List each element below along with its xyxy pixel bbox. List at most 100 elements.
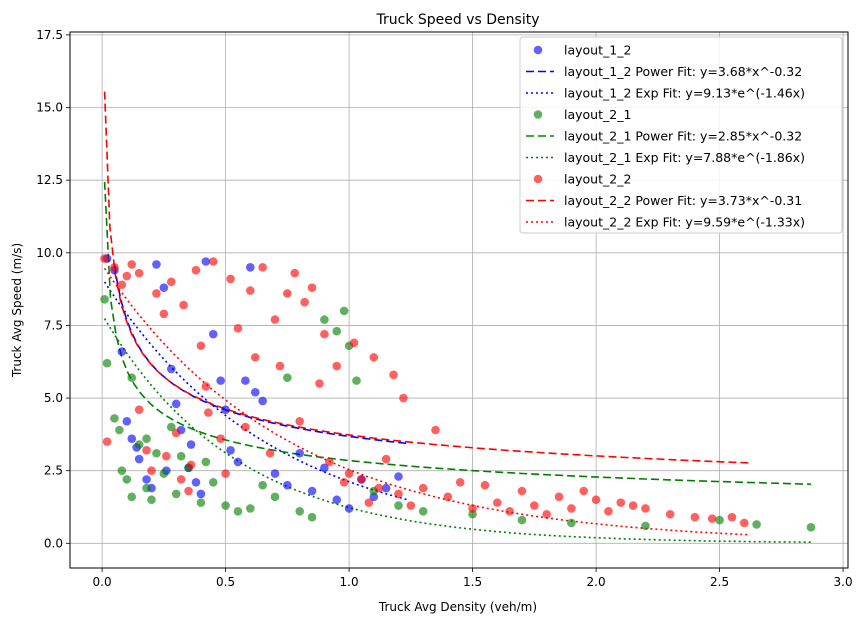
data-point — [122, 416, 132, 426]
data-point — [258, 396, 267, 406]
data-point — [208, 329, 218, 339]
data-point — [258, 480, 267, 490]
data-point — [517, 486, 527, 496]
data-point — [233, 507, 243, 516]
data-point — [332, 495, 342, 505]
data-point — [295, 416, 304, 426]
data-point — [110, 414, 119, 423]
data-point — [394, 472, 403, 481]
data-point — [295, 448, 304, 458]
data-point — [258, 263, 267, 272]
data-point — [344, 504, 354, 513]
data-point — [283, 373, 292, 383]
data-point — [665, 509, 675, 519]
data-point — [431, 425, 440, 435]
data-point — [492, 498, 502, 507]
data-point — [226, 274, 235, 284]
data-point — [134, 440, 144, 449]
data-point — [332, 361, 342, 371]
data-point — [102, 358, 112, 368]
data-point — [134, 268, 144, 278]
data-point — [241, 376, 250, 385]
data-point — [117, 347, 127, 356]
data-point — [221, 405, 230, 414]
data-point — [295, 507, 304, 516]
data-point — [245, 504, 255, 513]
data-point — [628, 501, 638, 510]
x-axis-label: Truck Avg Density (veh/m) — [378, 600, 537, 614]
data-point — [443, 492, 453, 502]
data-point — [201, 382, 211, 391]
data-point — [752, 520, 761, 529]
legend-label: layout_1_2 Power Fit: y=3.68*x^-0.32 — [564, 64, 802, 79]
data-point — [275, 361, 285, 371]
data-point — [468, 504, 477, 513]
layout_1_2-power-fit-line — [113, 264, 409, 445]
data-point — [176, 475, 186, 484]
data-point — [320, 315, 329, 324]
legend-label: layout_2_1 — [564, 107, 631, 122]
data-point — [191, 265, 201, 275]
data-point — [191, 477, 201, 487]
data-point — [152, 289, 161, 298]
data-point — [727, 512, 737, 522]
data-point — [184, 486, 193, 496]
data-point — [270, 469, 280, 478]
data-point — [127, 434, 137, 444]
x-tick-label: 1.0 — [340, 575, 359, 589]
data-point — [455, 477, 465, 487]
data-point — [186, 460, 196, 470]
data-point — [100, 294, 109, 304]
data-point — [152, 260, 161, 269]
data-point — [567, 504, 576, 513]
data-point — [339, 477, 349, 487]
data-point — [579, 486, 589, 496]
data-point — [270, 315, 280, 324]
data-point — [542, 509, 551, 519]
legend-label: layout_2_1 Power Fit: y=2.85*x^-0.32 — [564, 129, 802, 144]
y-axis-label: Truck Avg Speed (m/s) — [10, 243, 24, 378]
y-tick-label: 0.0 — [44, 536, 63, 550]
data-point — [142, 483, 151, 493]
y-tick-label: 7.5 — [44, 318, 63, 332]
plot-frame — [69, 31, 849, 569]
data-point — [233, 457, 243, 467]
data-point — [352, 376, 361, 385]
data-point — [166, 364, 176, 374]
data-point — [196, 341, 206, 351]
data-point — [265, 448, 275, 458]
data-point — [307, 512, 317, 522]
data-point — [233, 324, 243, 333]
data-point — [374, 483, 384, 493]
data-point — [369, 353, 379, 362]
data-point — [127, 492, 137, 502]
data-point — [102, 437, 112, 446]
legend-label: layout_1_2 — [564, 43, 631, 58]
data-point — [152, 448, 161, 458]
y-tick-label: 15.0 — [36, 101, 63, 115]
data-point — [554, 492, 564, 502]
data-point — [715, 515, 724, 525]
data-point — [117, 280, 127, 290]
data-point — [166, 422, 176, 432]
data-point — [245, 263, 255, 272]
data-point — [349, 338, 359, 348]
data-point — [134, 454, 144, 464]
data-point — [147, 495, 156, 505]
x-tick-label: 1.5 — [463, 575, 482, 589]
data-point — [406, 501, 416, 510]
data-point — [290, 268, 300, 278]
legend-label: layout_2_1 Exp Fit: y=7.88*e^(-1.86x) — [564, 150, 805, 165]
data-point — [567, 518, 576, 528]
legend-box — [519, 36, 843, 234]
data-point — [142, 434, 151, 444]
data-point — [204, 408, 213, 417]
scatter-points — [100, 254, 816, 532]
data-point — [226, 446, 235, 455]
legend-marker — [533, 110, 543, 119]
data-point — [176, 451, 186, 461]
data-point — [196, 498, 206, 507]
data-point — [517, 515, 527, 525]
y-tick-label: 10.0 — [36, 246, 63, 260]
legend-label: layout_2_2 Power Fit: y=3.73*x^-0.31 — [564, 193, 802, 208]
